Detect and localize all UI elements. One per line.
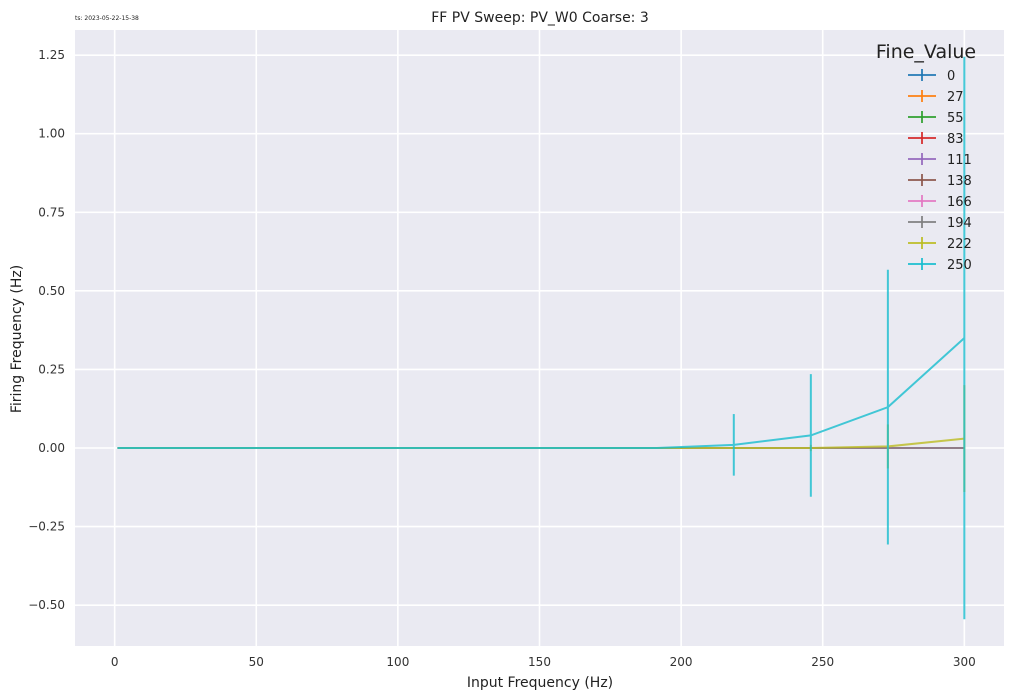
legend-label: 27 — [947, 90, 964, 105]
x-axis-label: Input Frequency (Hz) — [467, 675, 613, 691]
y-tick-label: 0.25 — [38, 362, 65, 376]
legend-entry: 0 — [908, 69, 955, 84]
x-tick-label: 300 — [953, 655, 976, 669]
y-tick-label: 0.00 — [38, 441, 65, 455]
y-tick-label: 0.50 — [38, 284, 65, 298]
legend-entry: 222 — [908, 237, 972, 252]
x-tick-label: 100 — [386, 655, 409, 669]
legend-entry: 194 — [908, 216, 972, 231]
y-tick-label: 1.00 — [38, 127, 65, 141]
y-tick-labels: −0.50 −0.25 0.00 0.25 0.50 0.75 1.00 1.25 — [28, 48, 65, 612]
legend-entry: 83 — [908, 132, 964, 147]
legend-label: 138 — [947, 174, 972, 189]
legend-entry: 111 — [908, 153, 972, 168]
legend-entry: 166 — [908, 195, 972, 210]
legend-entry: 250 — [908, 258, 972, 273]
legend-label: 83 — [947, 132, 964, 147]
y-tick-label: 0.75 — [38, 205, 65, 219]
legend-label: 250 — [947, 258, 972, 273]
x-tick-label: 50 — [249, 655, 264, 669]
legend-label: 0 — [947, 69, 955, 84]
chart-title: FF PV Sweep: PV_W0 Coarse: 3 — [431, 10, 649, 26]
x-tick-label: 200 — [670, 655, 693, 669]
x-tick-label: 150 — [528, 655, 551, 669]
legend-title: Fine_Value — [876, 41, 976, 63]
timestamp-label: ts: 2023-05-22-15-38 — [75, 15, 139, 22]
legend-label: 55 — [947, 111, 964, 126]
y-tick-label: −0.25 — [28, 520, 65, 534]
legend-entry: 138 — [908, 174, 972, 189]
legend-label: 222 — [947, 237, 972, 252]
x-tick-label: 0 — [111, 655, 119, 669]
legend-entry: 55 — [908, 111, 964, 126]
legend-label: 111 — [947, 153, 972, 168]
legend: Fine_Value 0 27 55 83 111 138 166 194 222 250 — [876, 41, 976, 273]
series-line — [117, 337, 966, 449]
legend-label: 194 — [947, 216, 972, 231]
x-tick-labels: 0 50 100 150 200 250 300 — [111, 655, 976, 669]
y-tick-label: 1.25 — [38, 48, 65, 62]
y-tick-label: −0.50 — [28, 598, 65, 612]
legend-label: 166 — [947, 195, 972, 210]
series-250 — [117, 56, 966, 620]
y-axis-label: Firing Frequency (Hz) — [9, 265, 25, 413]
x-tick-label: 250 — [811, 655, 834, 669]
series-layer — [117, 56, 966, 620]
legend-entry: 27 — [908, 90, 964, 105]
